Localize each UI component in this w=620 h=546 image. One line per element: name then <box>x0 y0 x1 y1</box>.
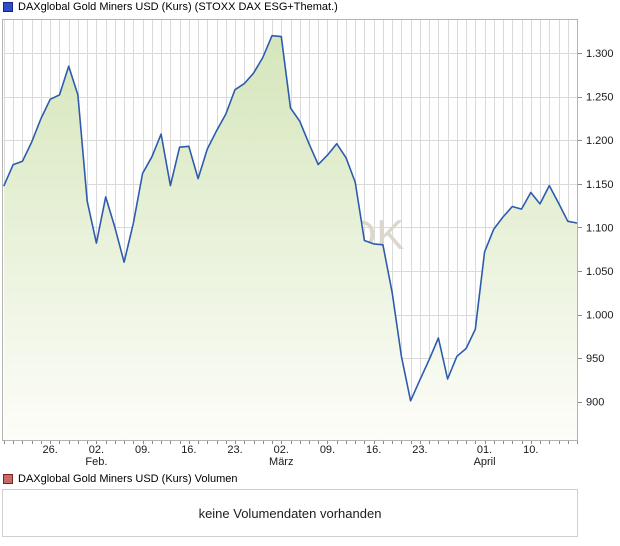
x-tick-month-label: April <box>474 456 496 468</box>
price-line <box>3 34 578 402</box>
volume-series-legend: DAXglobal Gold Miners USD (Kurs) Volumen <box>3 473 237 485</box>
x-tick-label: 23. <box>412 444 427 456</box>
volume-series-label: DAXglobal Gold Miners USD (Kurs) Volumen <box>18 473 238 485</box>
volume-series-marker-icon <box>3 474 13 484</box>
x-tick-label: 16. <box>181 444 196 456</box>
x-tick-label: 02. <box>274 444 289 456</box>
axis-ticks <box>4 53 582 444</box>
plot-border <box>2 19 578 441</box>
y-tick-label: 950 <box>586 353 604 365</box>
x-tick-label: 26. <box>43 444 58 456</box>
x-tick-label: 23. <box>227 444 242 456</box>
y-tick-label: 1.250 <box>586 92 614 104</box>
price-series-legend: DAXglobal Gold Miners USD (Kurs) (STOXX … <box>3 1 338 13</box>
y-tick-label: 1.150 <box>586 179 614 191</box>
y-tick-label: 1.000 <box>586 310 614 322</box>
y-tick-label: 1.200 <box>586 135 614 147</box>
x-tick-label: 09. <box>135 444 150 456</box>
x-tick-label: 16. <box>366 444 381 456</box>
x-tick-label: 02. <box>89 444 104 456</box>
y-tick-label: 1.300 <box>586 48 614 60</box>
price-area-fill <box>4 35 577 440</box>
y-axis-labels: 900 950 1.000 1.050 1.100 1.150 1.200 1.250 1.30… <box>586 48 614 409</box>
volume-empty-message: keine Volumendaten vorhanden <box>198 505 382 521</box>
x-tick-month-label: März <box>269 456 293 468</box>
x-tick-month-label: Feb. <box>85 456 107 468</box>
y-tick-label: 1.050 <box>586 266 614 278</box>
x-tick-label: 09. <box>320 444 335 456</box>
x-tick-label: 10. <box>523 444 538 456</box>
price-series-label: DAXglobal Gold Miners USD (Kurs) (STOXX … <box>18 1 338 13</box>
price-series-marker-icon <box>3 2 13 12</box>
y-tick-label: 1.100 <box>586 222 614 234</box>
x-tick-label: 01. <box>477 444 492 456</box>
y-tick-label: 900 <box>586 397 604 409</box>
volume-empty-panel: keine Volumendaten vorhanden <box>2 489 578 537</box>
